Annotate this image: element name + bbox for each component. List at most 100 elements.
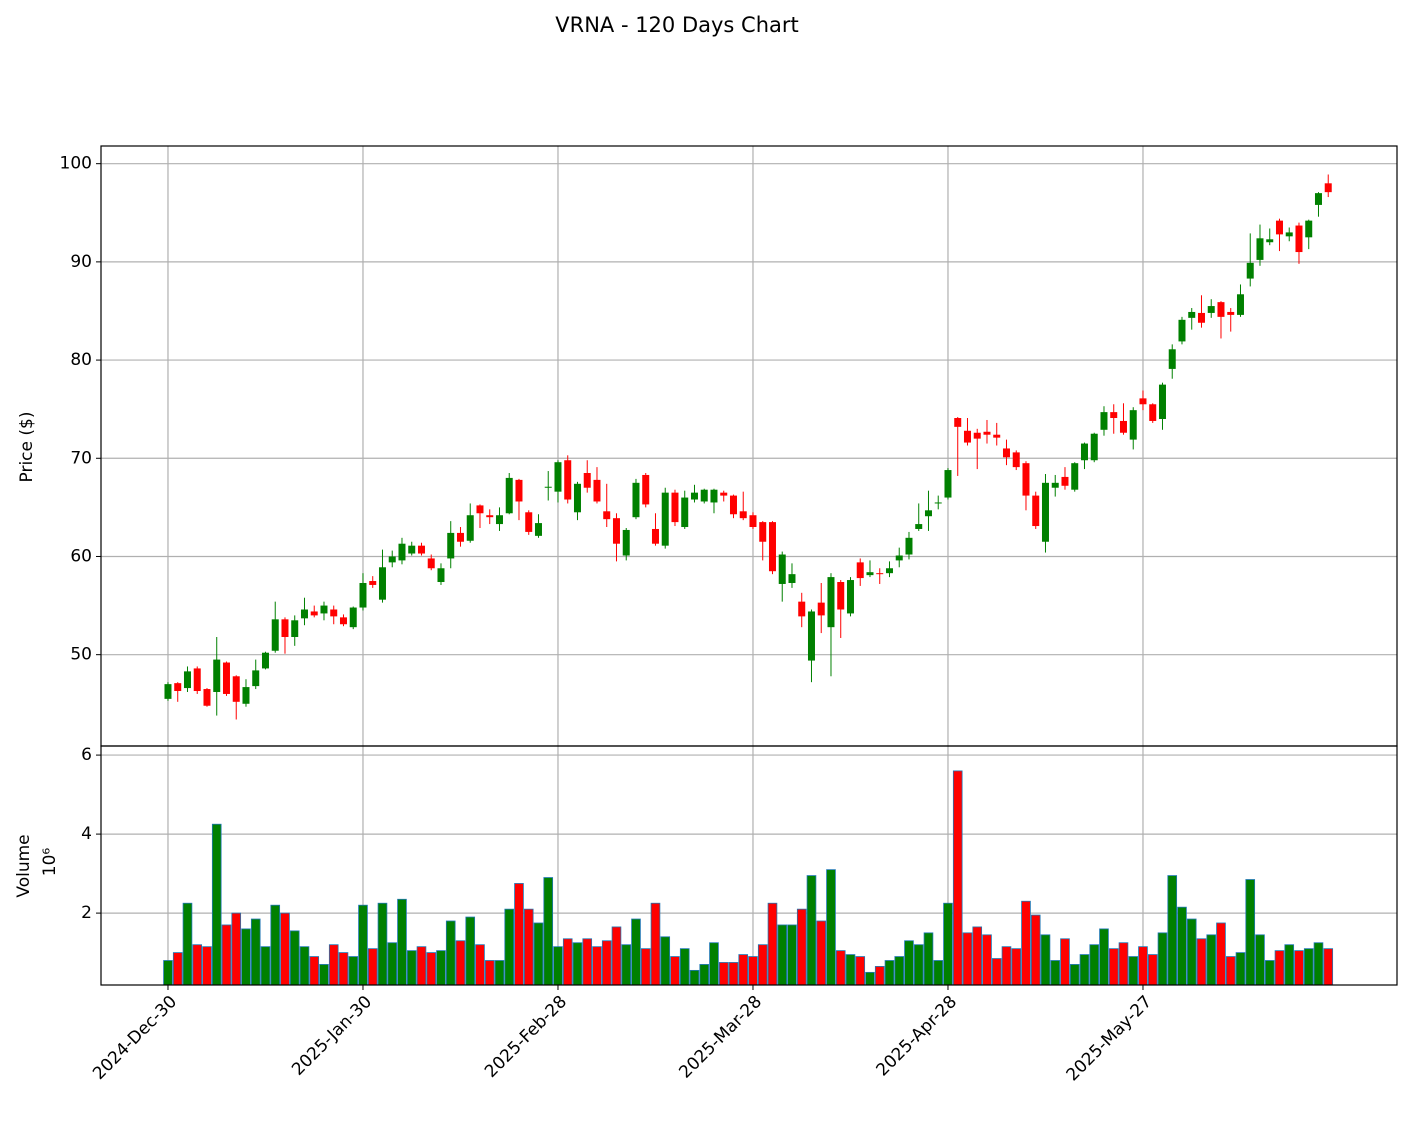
candle-body [476,505,484,514]
volume-tick-label: 6 [81,745,92,765]
volume-bar [211,823,222,986]
candle-body [593,479,601,502]
candle-body [417,545,425,554]
volume-bar [943,902,953,986]
volume-bar [260,946,271,986]
volume-bar [455,940,466,986]
volume-bar [1284,944,1295,986]
volume-bar [1069,964,1080,986]
volume-bar [991,958,1002,986]
candle-body [486,515,494,518]
volume-bar [796,908,807,986]
candle-body [505,477,513,514]
candle-body [690,492,698,500]
volume-bar [679,948,690,986]
volume-bar [826,869,836,986]
volume-bar [416,946,427,986]
candle-body [447,532,455,559]
y-tick-label: 90 [70,252,92,272]
candle-body [369,581,377,585]
volume-bar [280,912,290,986]
volume-bar [660,936,671,986]
volume-bar [1001,946,1012,986]
candle-body [817,602,825,616]
volume-bar [562,938,573,986]
candle-body [1002,448,1010,458]
volume-bar [1128,956,1139,986]
candle-body [622,529,630,556]
volume-bar [553,946,563,986]
candle-body [603,511,611,520]
candle-body [885,568,893,574]
candle-body [583,473,591,488]
volume-bar [523,908,534,986]
volume-bar [309,956,320,986]
volume-axis-label: Volume [14,834,34,897]
candle-body [330,609,338,617]
candle-body [1227,311,1235,315]
y-axis-label: Price ($) [17,412,37,483]
candle-body [983,431,991,435]
volume-bar [1294,950,1304,986]
volume-bar [319,964,329,986]
volume-bar [1040,934,1051,986]
volume-bar [475,944,485,986]
volume-bar [884,960,895,986]
volume-tick-label: 4 [81,824,92,844]
volume-bar [358,904,368,986]
x-tick-label: 2025-Feb-28 [481,992,571,1082]
candle-body [1295,225,1303,253]
volume-bar [640,948,651,986]
volume-bar [484,960,495,986]
volume-bar [1235,952,1246,986]
volume-bar [1196,938,1207,986]
candle-body [632,482,640,518]
volume-bar [241,928,251,986]
candle-body [856,562,864,579]
volume-bar [777,924,788,986]
candle-body [944,470,952,498]
candle-body [1100,412,1108,430]
candle-body [612,518,620,544]
volume-bar [1167,875,1178,986]
candle-body [915,524,923,529]
x-tick-label: 2024-Dec-30 [89,992,181,1084]
candle-body [1256,238,1264,260]
candle-body [788,574,796,583]
candle-body [525,512,533,532]
candle-body [564,460,572,500]
volume-bar [270,904,281,986]
volume-bar [962,932,973,986]
volume-bar [904,940,914,986]
candle-body [827,577,835,628]
volume-bar [387,942,398,986]
candle-body [642,474,650,505]
candle-body [837,582,845,610]
candle-body [993,434,1001,438]
volume-bar [397,898,407,986]
volume-offset-label: 10⁶ [40,848,60,877]
volume-bar [1313,942,1324,986]
volume-bar [1011,948,1022,986]
volume-bar [221,924,232,986]
volume-bar [1079,954,1090,986]
candle-body [193,668,201,692]
candle-body [876,573,884,575]
candle-body [1158,384,1166,419]
volume-bar [494,960,505,986]
chart-title: VRNA - 120 Days Chart [555,13,799,37]
candle-body [408,545,416,554]
candle-body [1236,294,1244,315]
volume-bar [933,960,944,986]
candle-body [437,568,445,583]
volume-bar [611,926,622,986]
volume-bar [923,932,934,986]
candle-body [1119,420,1127,433]
candle-body [963,430,971,443]
volume-bar [913,944,924,986]
candle-body [759,522,767,542]
candle-body [1041,482,1049,542]
y-tick-label: 80 [70,350,92,370]
candle-body [310,611,318,616]
